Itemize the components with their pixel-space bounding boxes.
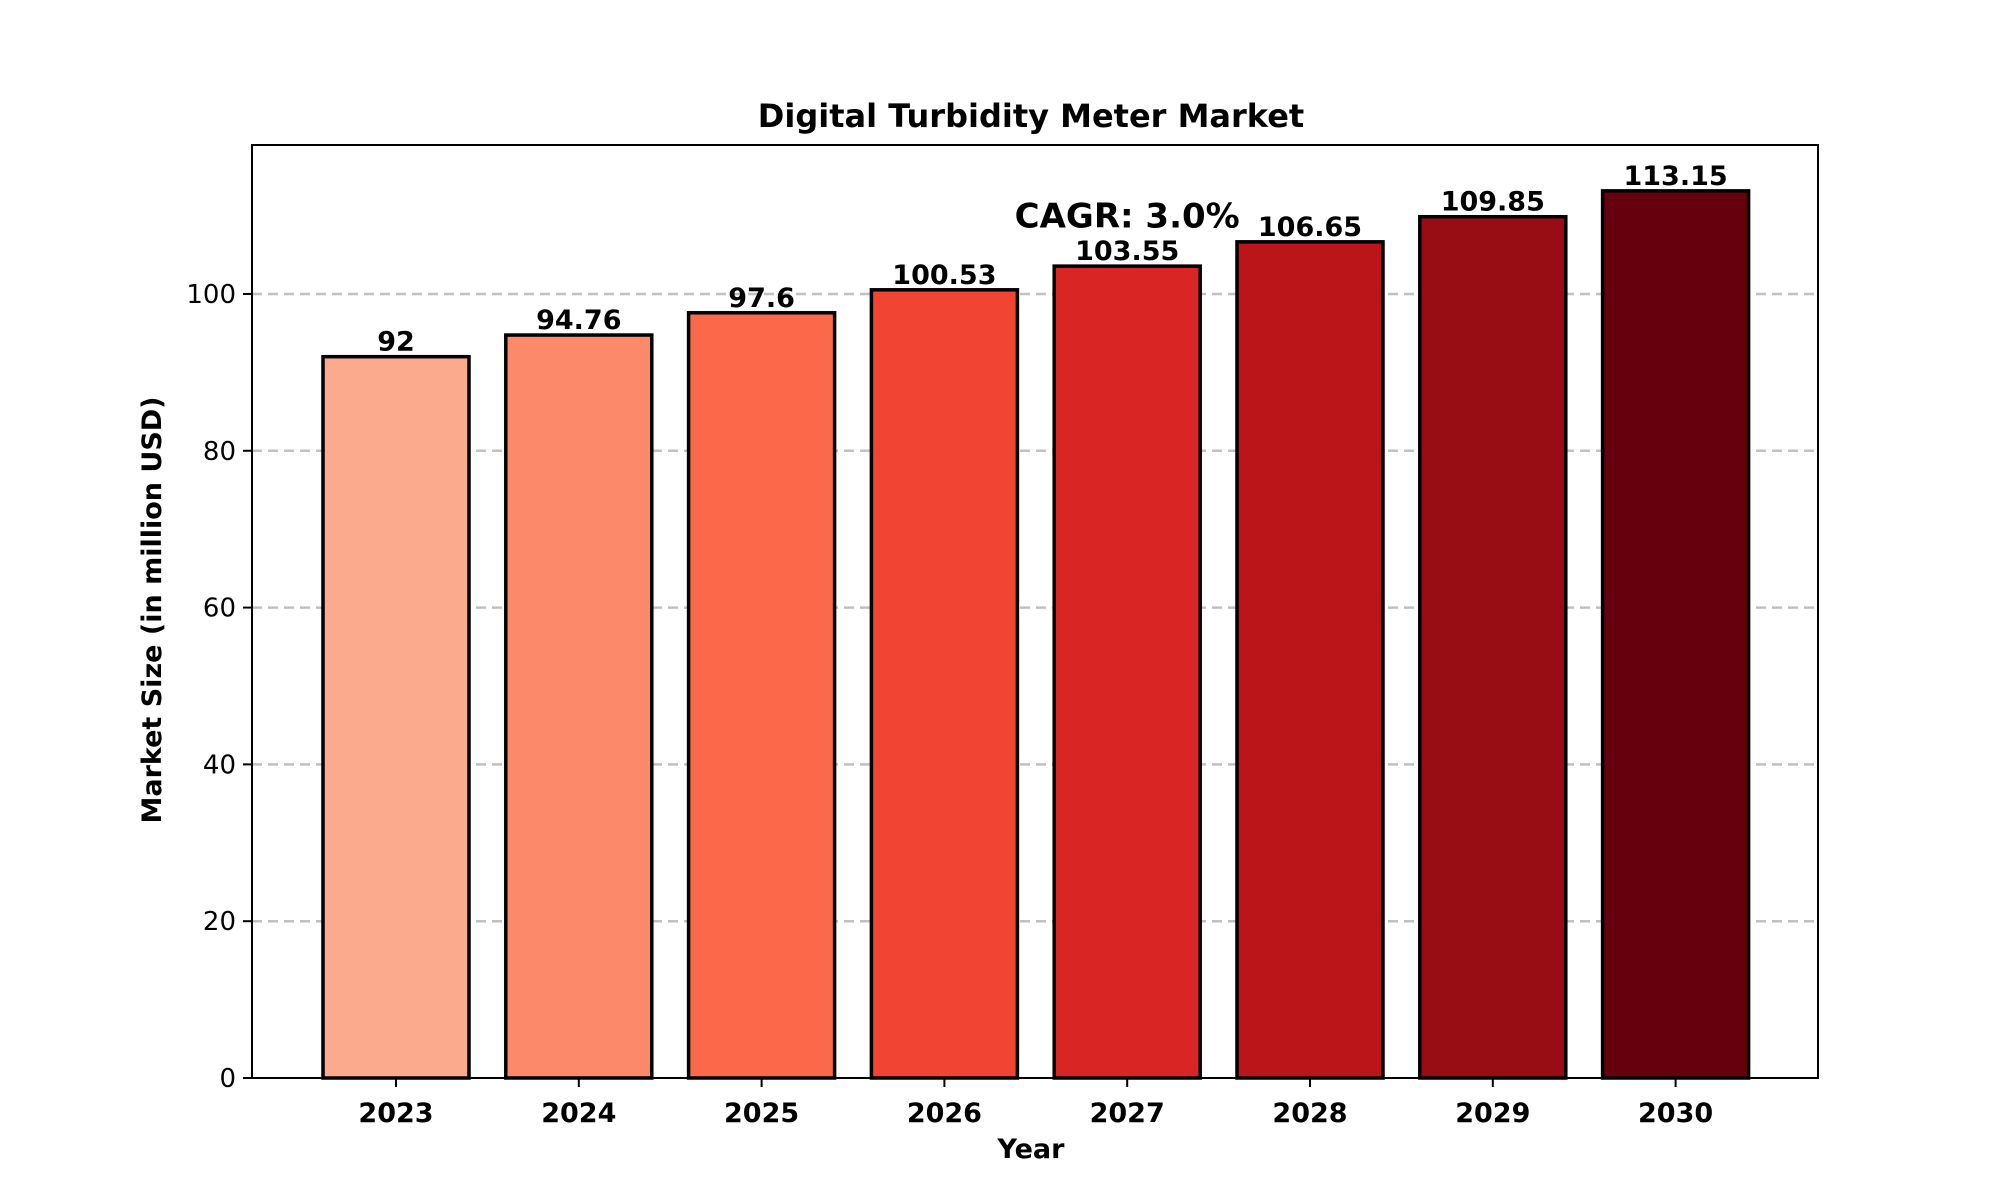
- x-tick-label-2023: 2023: [358, 1098, 433, 1129]
- x-tick-label-2028: 2028: [1272, 1098, 1347, 1129]
- data-label-2028: 106.65: [1258, 212, 1362, 243]
- y-tick-label: 40: [203, 750, 236, 780]
- data-label-2030: 113.15: [1623, 161, 1727, 192]
- bar-2025: [686, 311, 837, 1080]
- y-axis-label: Market Size (in million USD): [137, 396, 168, 823]
- y-tick-label: 80: [203, 437, 236, 467]
- chart-title: Digital Turbidity Meter Market: [758, 97, 1304, 135]
- cagr-annotation: CAGR: 3.0%: [1015, 197, 1240, 237]
- x-tick-label-2025: 2025: [724, 1098, 799, 1129]
- x-tick-label-2029: 2029: [1455, 1098, 1530, 1129]
- x-axis-label: Year: [997, 1134, 1066, 1165]
- x-tick-label-2026: 2026: [907, 1098, 982, 1129]
- plot-frame: [251, 144, 1819, 1079]
- bar-2028: [1235, 240, 1385, 1080]
- data-labels: 92 94.76 97.6 100.53 103.55 106.65 109.85 113.1…: [377, 161, 1727, 358]
- data-label-2023: 92: [377, 327, 415, 358]
- bar-2026: [869, 288, 1020, 1080]
- grid-lines: [252, 292, 1818, 923]
- y-tick-label: 20: [203, 907, 236, 937]
- y-axis-ticks: 0 20 40 60 80 100: [186, 280, 252, 1094]
- data-label-2027: 103.55: [1075, 236, 1179, 267]
- y-tick-label: 100: [186, 280, 236, 310]
- x-axis-ticks: 2023 2024 2025 2026 2027 2028 2029 2030: [358, 1078, 1713, 1129]
- bar-2023: [321, 354, 471, 1080]
- bar-2029: [1418, 214, 1568, 1080]
- x-tick-label-2027: 2027: [1090, 1098, 1165, 1129]
- data-label-2026: 100.53: [892, 260, 996, 291]
- bar-2030: [1600, 189, 1751, 1080]
- x-tick-label-2030: 2030: [1638, 1098, 1713, 1129]
- x-tick-label-2024: 2024: [541, 1098, 616, 1129]
- bar-2027: [1052, 264, 1202, 1080]
- data-label-2025: 97.6: [728, 283, 795, 314]
- data-label-2029: 109.85: [1441, 187, 1545, 218]
- bars: [321, 189, 1751, 1080]
- y-tick-label: 60: [203, 594, 236, 624]
- bar-2024: [504, 333, 654, 1080]
- y-tick-label: 0: [219, 1064, 236, 1094]
- data-label-2024: 94.76: [536, 305, 621, 336]
